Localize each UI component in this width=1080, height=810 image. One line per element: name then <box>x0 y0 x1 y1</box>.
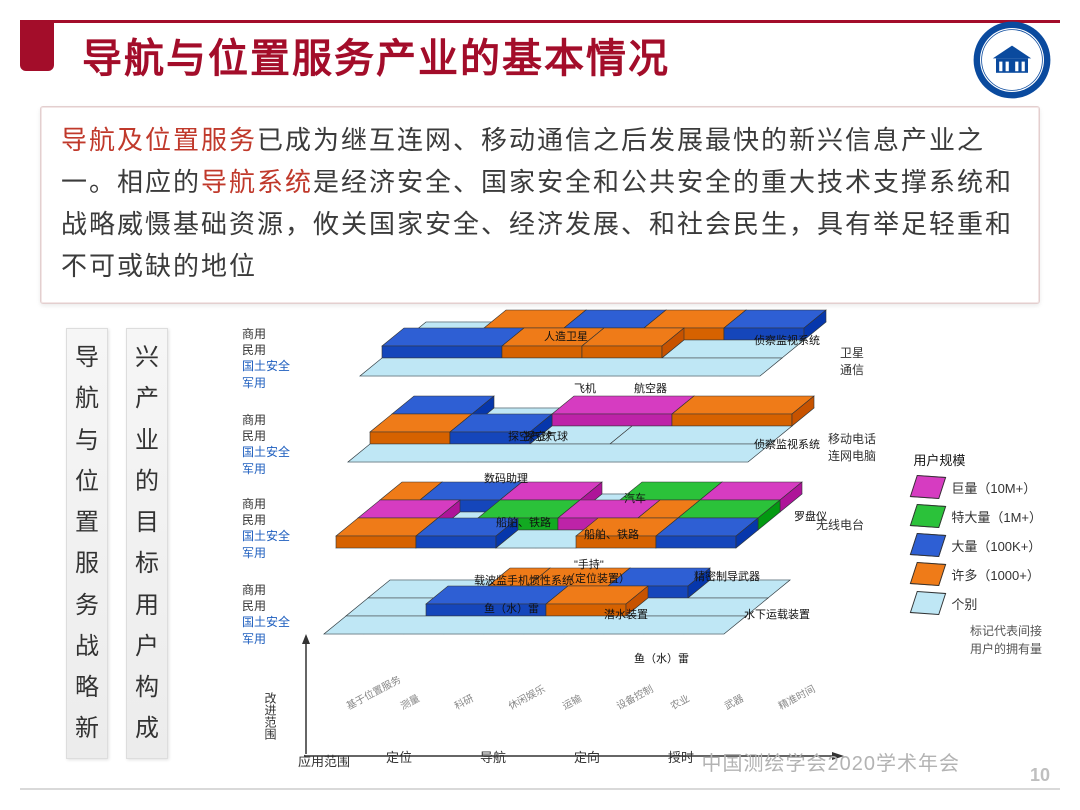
x-axis-label: 应用范围 <box>298 751 350 770</box>
university-logo <box>972 20 1052 100</box>
vertical-col-1: 导航与位置服务战略新 <box>66 328 108 759</box>
bottom-rule <box>20 788 1060 790</box>
x-categories: 定位导航定向授时 <box>386 747 694 766</box>
legend: 用户规模 巨量（10M+）特大量（1M+）大量（100K+）许多（1000+）个… <box>913 450 1042 621</box>
description-box: 导航及位置服务已成为继互连网、移动通信之后发展最快的新兴信息产业之一。相应的导航… <box>40 106 1040 304</box>
title-tab <box>20 23 54 71</box>
top-rule <box>20 20 1060 23</box>
description-text: 导航及位置服务已成为继互连网、移动通信之后发展最快的新兴信息产业之一。相应的导航… <box>61 119 1019 287</box>
conference-watermark: 中国测绘学会2020学术年会 <box>702 747 961 776</box>
page-title: 导航与位置服务产业的基本情况 <box>82 26 670 84</box>
page-number: 10 <box>1030 765 1050 786</box>
legend-note: 标记代表间接 用户的拥有量 <box>970 622 1042 658</box>
y-axis <box>296 634 316 764</box>
vertical-col-2: 兴产业的目标用户构成 <box>126 328 168 759</box>
legend-title: 用户规模 <box>913 450 1042 469</box>
figure-3d-diagram: 改进范围 应用范围 定位导航定向授时 商用民用国土安全军用商用民用国土安全军用商… <box>240 320 1050 770</box>
y-axis-label: 改进范围 <box>262 692 279 740</box>
vertical-columns: 导航与位置服务战略新 兴产业的目标用户构成 <box>66 328 168 759</box>
